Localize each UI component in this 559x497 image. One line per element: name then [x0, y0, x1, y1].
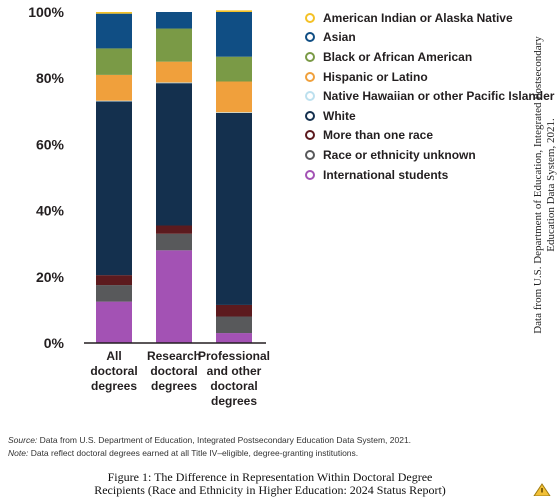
legend-label: Asian	[323, 30, 356, 45]
source-text: Data from U.S. Department of Education, …	[39, 435, 412, 445]
legend-label: Black or African American	[323, 49, 473, 64]
legend-label: White	[323, 108, 356, 123]
legend-label: Native Hawaiian or other Pacific Islande…	[323, 89, 555, 104]
caption-line-1: Figure 1: The Difference in Representati…	[107, 470, 433, 484]
bar-segment	[156, 61, 192, 83]
bar-segment	[216, 12, 252, 57]
y-tick-label: 80%	[36, 70, 65, 86]
legend-marker-icon	[305, 91, 315, 102]
legend-item: Asian	[305, 28, 554, 48]
y-tick-label: 20%	[36, 269, 65, 285]
x-category-label: All doctoral degrees	[90, 349, 137, 393]
legend-item: White	[305, 106, 554, 126]
y-tick-label: 0%	[44, 335, 65, 351]
legend-marker-icon	[305, 110, 315, 121]
bar-segment	[156, 233, 192, 251]
bar-segment	[216, 333, 252, 343]
y-axis-ticks: 0% 20% 40% 60% 80% 100%	[28, 4, 64, 351]
legend-label: Hispanic or Latino	[323, 69, 428, 84]
legend-label: American Indian or Alaska Native	[323, 10, 513, 25]
legend-marker-icon	[305, 32, 315, 43]
stacked-bar-chart: 0% 20% 40% 60% 80% 100% All doctoral degreesRes…	[28, 4, 270, 408]
bar-segment	[96, 301, 132, 343]
legend: American Indian or Alaska Native Asian Bla…	[305, 8, 554, 184]
side-note-line-2: Education Data System, 2021.	[545, 118, 557, 252]
legend-marker-icon	[305, 12, 315, 23]
warning-triangle-icon	[533, 483, 551, 496]
bar-segment	[216, 316, 252, 334]
bar-segment	[156, 82, 192, 84]
y-tick-label: 40%	[36, 203, 65, 219]
bar-segment	[216, 56, 252, 82]
bar-segment	[96, 74, 132, 101]
legend-item: More than one race	[305, 126, 554, 146]
bar-segment	[216, 112, 252, 305]
legend-item: Native Hawaiian or other Pacific Islande…	[305, 86, 554, 106]
note-text: Data reflect doctoral degrees earned at …	[30, 448, 359, 458]
legend-label: Race or ethnicity unknown	[323, 147, 476, 162]
bar-segment	[156, 12, 192, 29]
legend-marker-icon	[305, 149, 315, 160]
side-note-line-1: Data from U.S. Department of Education, …	[532, 36, 544, 334]
y-tick-label: 60%	[36, 136, 65, 152]
bar-segment	[96, 48, 132, 75]
bar-segment	[96, 101, 132, 276]
bar-segment	[96, 285, 132, 302]
x-category-label: Research doctoral degrees	[147, 349, 201, 393]
legend-label: International students	[323, 167, 449, 182]
source-label: Source:	[8, 435, 38, 445]
legend-marker-icon	[305, 130, 315, 141]
bar-segment	[96, 12, 132, 14]
bar-segment	[96, 13, 132, 49]
bar-segment	[156, 83, 192, 226]
legend-item: Black or African American	[305, 47, 554, 67]
legend-label: More than one race	[323, 128, 434, 143]
legend-item: American Indian or Alaska Native	[305, 8, 554, 28]
legend-marker-icon	[305, 51, 315, 62]
legend-item: Hispanic or Latino	[305, 67, 554, 87]
bar-segment	[216, 10, 252, 12]
bar-segment	[216, 81, 252, 113]
source-line: Source: Data from U.S. Department of Edu…	[8, 435, 411, 445]
x-category-label: Professional and other doctoral degrees	[198, 349, 270, 408]
note-line: Note: Data reflect doctoral degrees earn…	[8, 448, 358, 458]
bar-segment	[156, 250, 192, 343]
legend-marker-icon	[305, 71, 315, 82]
legend-marker-icon	[305, 169, 315, 180]
bar-segment	[96, 275, 132, 286]
legend-item: International students	[305, 165, 554, 185]
bar-segment	[216, 112, 252, 113]
figure-caption: Figure 1: The Difference in Representati…	[30, 471, 510, 497]
y-tick-label: 100%	[28, 4, 64, 20]
legend-item: Race or ethnicity unknown	[305, 145, 554, 165]
bar-segment	[96, 100, 132, 102]
bar-segment	[156, 28, 192, 62]
bar-stacks	[96, 10, 252, 343]
note-label: Note:	[8, 448, 29, 458]
caption-line-2: Recipients (Race and Ethnicity in Higher…	[94, 483, 446, 497]
bar-segment	[156, 225, 192, 234]
bar-segment	[216, 304, 252, 317]
